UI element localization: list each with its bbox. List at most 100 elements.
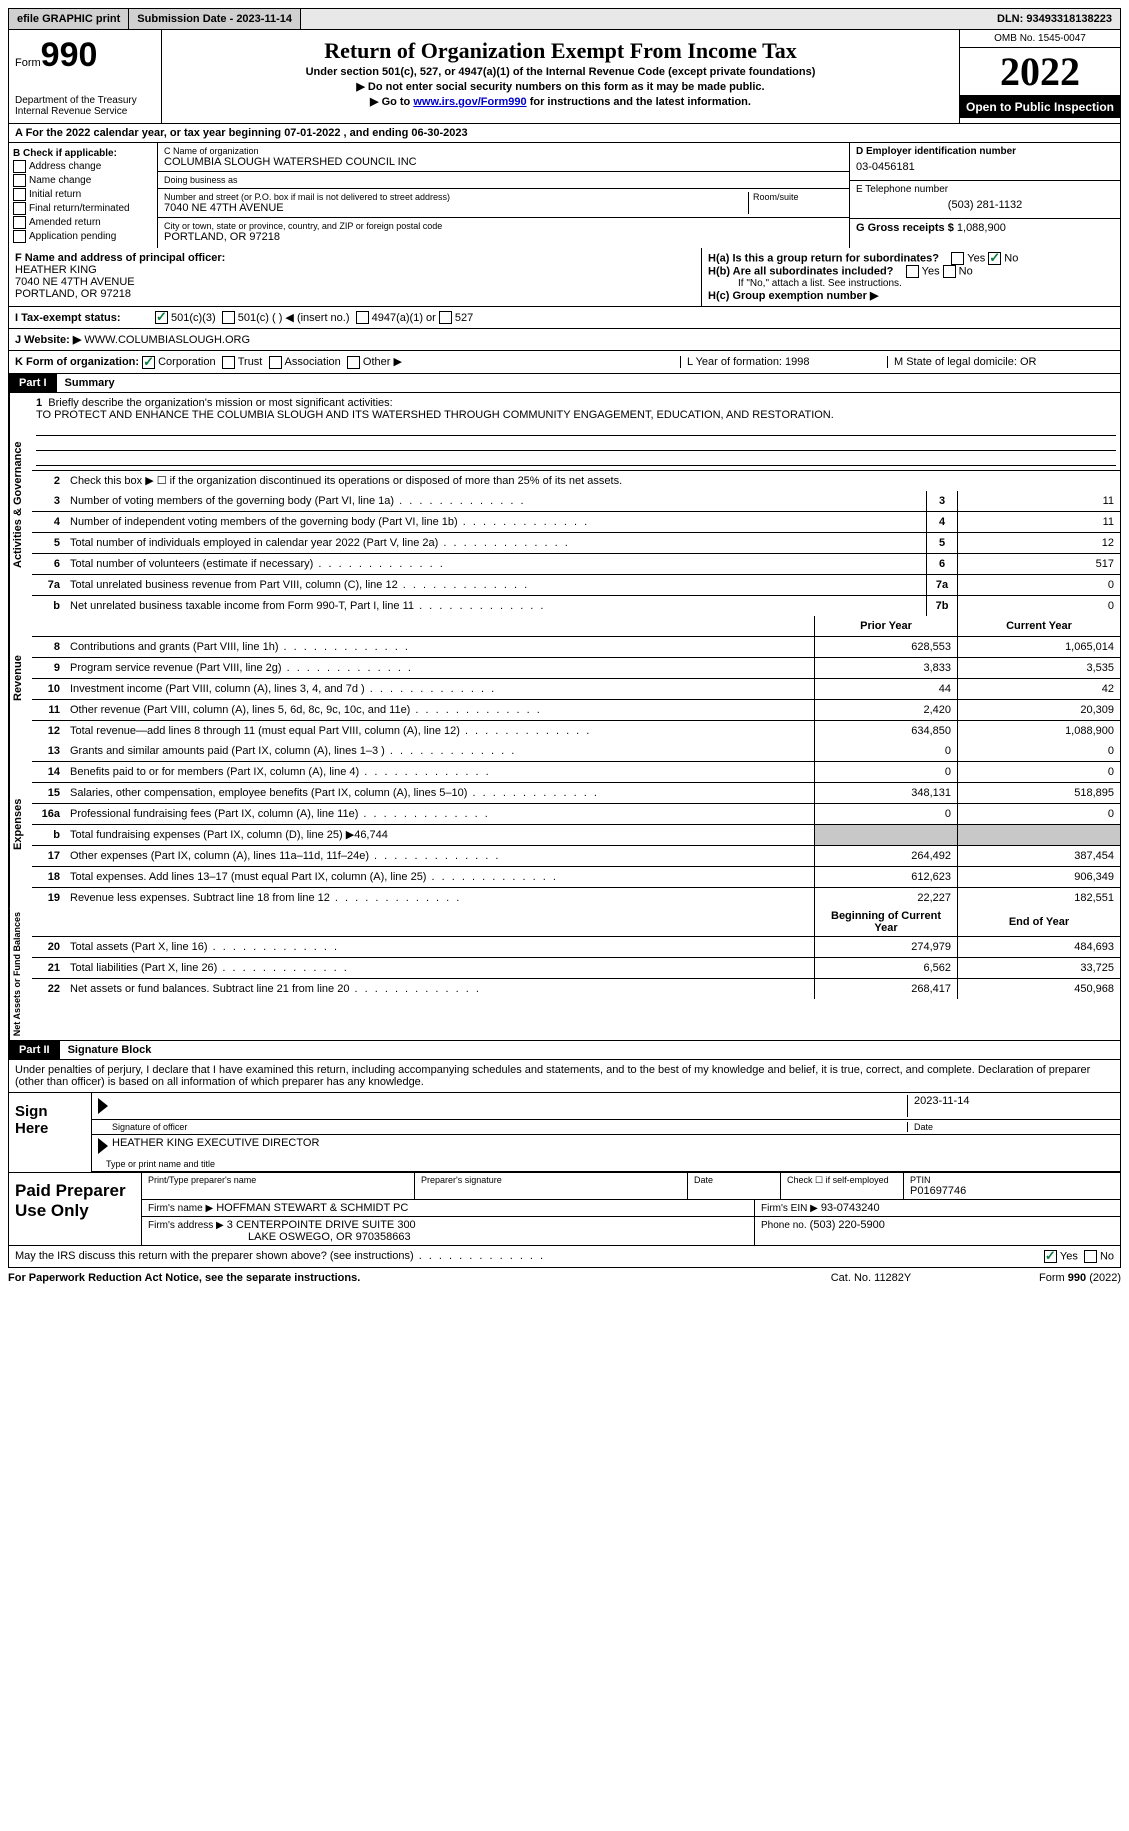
line-16a-current: 0 (957, 804, 1120, 824)
corp-checkbox[interactable] (142, 356, 155, 369)
state-domicile: M State of legal domicile: OR (887, 356, 1114, 368)
omb-number: OMB No. 1545-0047 (960, 30, 1120, 48)
perjury-declaration: Under penalties of perjury, I declare th… (9, 1060, 1120, 1092)
sig-date: 2023-11-14 (907, 1095, 1114, 1117)
netassets-label: Net Assets or Fund Balances (9, 908, 32, 1040)
paid-preparer-label: Paid Preparer Use Only (9, 1173, 142, 1245)
discuss-line: May the IRS discuss this return with the… (8, 1246, 1121, 1268)
501c3-checkbox[interactable] (155, 311, 168, 324)
line-5-value: 12 (957, 533, 1120, 553)
col-d: D Employer identification number 03-0456… (850, 143, 1120, 248)
mission-text: TO PROTECT AND ENHANCE THE COLUMBIA SLOU… (36, 409, 1116, 421)
527-checkbox[interactable] (439, 311, 452, 324)
netassets-section: Net Assets or Fund Balances Beginning of… (8, 908, 1121, 1041)
ha-no-checkbox[interactable] (988, 252, 1001, 265)
line-18-current: 906,349 (957, 867, 1120, 887)
line-21-prior: 6,562 (814, 958, 957, 978)
hb-yes-checkbox[interactable] (906, 265, 919, 278)
line-b-current (957, 825, 1120, 845)
line-9-prior: 3,833 (814, 658, 957, 678)
form-number-footer: Form 990 (2022) (971, 1272, 1121, 1284)
signature-block: Under penalties of perjury, I declare th… (8, 1060, 1121, 1246)
firm-phone: (503) 220-5900 (810, 1219, 885, 1231)
col-b: B Check if applicable: Address change Na… (9, 143, 158, 248)
name-change-checkbox[interactable] (13, 174, 26, 187)
firm-name: HOFFMAN STEWART & SCHMIDT PC (216, 1202, 408, 1214)
line-20-current: 484,693 (957, 937, 1120, 957)
line-13-current: 0 (957, 741, 1120, 761)
street-address: 7040 NE 47TH AVENUE (164, 202, 748, 214)
line-16a-prior: 0 (814, 804, 957, 824)
gross-receipts: 1,088,900 (957, 222, 1006, 234)
ha-yes-checkbox[interactable] (951, 252, 964, 265)
line-14-current: 0 (957, 762, 1120, 782)
discuss-no-checkbox[interactable] (1084, 1250, 1097, 1263)
amended-return-checkbox[interactable] (13, 216, 26, 229)
address-change-checkbox[interactable] (13, 160, 26, 173)
line-17-current: 387,454 (957, 846, 1120, 866)
line-b-prior (814, 825, 957, 845)
section-b-c-d: B Check if applicable: Address change Na… (8, 143, 1121, 248)
line-12-current: 1,088,900 (957, 721, 1120, 741)
ptin: P01697746 (910, 1185, 1114, 1197)
activities-label: Activities & Governance (9, 393, 32, 616)
application-pending-checkbox[interactable] (13, 230, 26, 243)
line-3-value: 11 (957, 491, 1120, 511)
other-checkbox[interactable] (347, 356, 360, 369)
top-bar: efile GRAPHIC print Submission Date - 20… (8, 8, 1121, 30)
sig-arrow-icon (98, 1098, 108, 1114)
tax-year: 2022 (960, 48, 1120, 96)
line-15-prior: 348,131 (814, 783, 957, 803)
form-title: Return of Organization Exempt From Incom… (168, 38, 953, 64)
firm-ein: 93-0743240 (821, 1202, 880, 1214)
dept-treasury: Department of the Treasury Internal Reve… (15, 95, 155, 117)
firm-address: 3 CENTERPOINTE DRIVE SUITE 300 (227, 1219, 416, 1231)
activities-governance: Activities & Governance 1 Briefly descri… (8, 393, 1121, 616)
revenue-label: Revenue (9, 616, 32, 741)
expenses-section: Expenses 13 Grants and similar amounts p… (8, 741, 1121, 908)
line-18-prior: 612,623 (814, 867, 957, 887)
phone: (503) 281-1132 (856, 195, 1114, 215)
dln: DLN: 93493318138223 (989, 9, 1120, 29)
line-14-prior: 0 (814, 762, 957, 782)
line-10-prior: 44 (814, 679, 957, 699)
line-15-current: 518,895 (957, 783, 1120, 803)
line-22-prior: 268,417 (814, 979, 957, 999)
initial-return-checkbox[interactable] (13, 188, 26, 201)
line-6-value: 517 (957, 554, 1120, 574)
form-label: Form (15, 57, 41, 69)
line-10-current: 42 (957, 679, 1120, 699)
officer-name: HEATHER KING (15, 264, 695, 276)
4947-checkbox[interactable] (356, 311, 369, 324)
efile-print-button[interactable]: efile GRAPHIC print (9, 9, 129, 29)
assoc-checkbox[interactable] (269, 356, 282, 369)
part1-header: Part I Summary (8, 374, 1121, 393)
sig-arrow-icon (98, 1138, 108, 1154)
line-a: A For the 2022 calendar year, or tax yea… (8, 124, 1121, 143)
trust-checkbox[interactable] (222, 356, 235, 369)
expenses-label: Expenses (9, 741, 32, 908)
line-9-current: 3,535 (957, 658, 1120, 678)
row-k: K Form of organization: Corporation Trus… (8, 351, 1121, 374)
final-return-checkbox[interactable] (13, 202, 26, 215)
line-19-prior: 22,227 (814, 888, 957, 908)
website: WWW.COLUMBIASLOUGH.ORG (84, 334, 250, 346)
goto-line: ▶ Go to www.irs.gov/Form990 for instruct… (168, 95, 953, 108)
hb-no-checkbox[interactable] (943, 265, 956, 278)
line-11-prior: 2,420 (814, 700, 957, 720)
line-11-current: 20,309 (957, 700, 1120, 720)
line-17-prior: 264,492 (814, 846, 957, 866)
irs-link[interactable]: www.irs.gov/Form990 (413, 96, 526, 108)
footer: For Paperwork Reduction Act Notice, see … (8, 1268, 1121, 1288)
line-22-current: 450,968 (957, 979, 1120, 999)
line-21-current: 33,725 (957, 958, 1120, 978)
open-to-public: Open to Public Inspection (960, 96, 1120, 118)
line-12-prior: 634,850 (814, 721, 957, 741)
discuss-yes-checkbox[interactable] (1044, 1250, 1057, 1263)
line-7b-value: 0 (957, 596, 1120, 616)
line-20-prior: 274,979 (814, 937, 957, 957)
year-formation: L Year of formation: 1998 (680, 356, 887, 368)
row-i: I Tax-exempt status: 501(c)(3) 501(c) ( … (8, 307, 1121, 329)
501c-checkbox[interactable] (222, 311, 235, 324)
ein: 03-0456181 (856, 157, 1114, 177)
